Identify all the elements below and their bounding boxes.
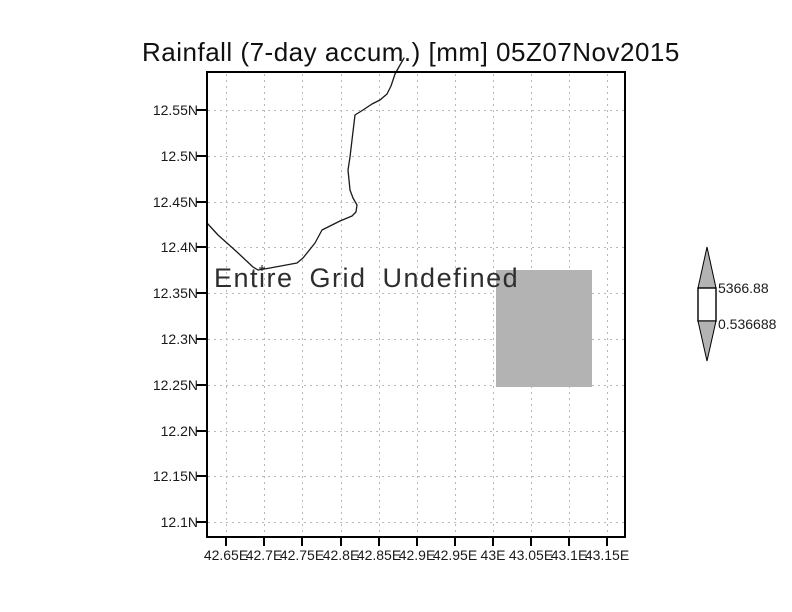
lat-tick-label: 12.2N — [160, 423, 198, 439]
lon-tick-label: 42.9E — [398, 547, 436, 563]
lon-tick-label: 43.05E — [508, 547, 554, 563]
shaded-grid-cell — [496, 270, 592, 387]
gridline-h — [208, 247, 624, 248]
lon-tick — [416, 538, 418, 546]
lat-tick — [196, 430, 207, 432]
lat-tick — [196, 109, 207, 111]
gridline-v — [417, 74, 418, 536]
lat-tick — [196, 201, 207, 203]
gridline-v — [264, 74, 265, 536]
lon-tick-label: 43E — [480, 547, 506, 563]
lon-tick-label: 43.1E — [550, 547, 588, 563]
lon-tick-label: 43.15E — [584, 547, 630, 563]
lon-tick — [378, 538, 380, 546]
lon-tick — [301, 538, 303, 546]
lon-tick — [492, 538, 494, 546]
gridline-h — [208, 156, 624, 157]
lat-tick-label: 12.25N — [152, 377, 198, 393]
gridline-h — [208, 339, 624, 340]
colorbar-max-label: 5366.88 — [718, 280, 769, 296]
coastline-marker — [259, 265, 265, 271]
lon-tick-label: 42.75E — [279, 547, 325, 563]
colorbar-min-label: 0.536688 — [718, 316, 777, 332]
gridline-h — [208, 431, 624, 432]
gridline-h — [208, 476, 624, 477]
plot-title: Rainfall (7-day accum.) [mm] 05Z07Nov201… — [142, 37, 680, 67]
lat-tick-label: 12.45N — [152, 194, 198, 210]
lat-tick-label: 12.4N — [160, 239, 198, 255]
gridline-v — [226, 74, 227, 536]
lon-tick — [568, 538, 570, 546]
lat-tick — [196, 246, 207, 248]
lon-tick — [530, 538, 532, 546]
lat-tick-label: 12.5N — [160, 148, 198, 164]
gridline-v — [455, 74, 456, 536]
lon-tick-label: 42.8E — [322, 547, 360, 563]
lon-tick-label: 42.85E — [356, 547, 402, 563]
gridline-h — [208, 293, 624, 294]
lon-tick — [606, 538, 608, 546]
lat-tick-label: 12.35N — [152, 285, 198, 301]
gridline-h — [208, 522, 624, 523]
gridline-v — [341, 74, 342, 536]
colorbar-upper-arrow — [697, 246, 717, 289]
lat-tick — [196, 338, 207, 340]
lon-tick-label: 42.7E — [245, 547, 283, 563]
lat-tick — [196, 384, 207, 386]
lat-tick-label: 12.55N — [152, 102, 198, 118]
colorbar-mid-segment — [697, 287, 717, 322]
gridline-v — [607, 74, 608, 536]
gridline-v — [379, 74, 380, 536]
lon-tick — [454, 538, 456, 546]
coastline — [207, 57, 405, 271]
lat-tick — [196, 521, 207, 523]
undefined-grid-message: Entire Grid Undefined — [214, 263, 520, 293]
lon-tick-label: 42.95E — [432, 547, 478, 563]
lon-tick — [263, 538, 265, 546]
lon-tick — [340, 538, 342, 546]
gridline-h — [208, 202, 624, 203]
colorbar-lower-arrow — [697, 320, 717, 362]
gridline-h — [208, 110, 624, 111]
lon-tick — [225, 538, 227, 546]
lon-tick-label: 42.65E — [203, 547, 249, 563]
plot-frame — [206, 71, 626, 538]
lat-tick — [196, 475, 207, 477]
lat-tick-label: 12.3N — [160, 331, 198, 347]
gridline-v — [302, 74, 303, 536]
gridline-v — [493, 74, 494, 536]
gridline-h — [208, 385, 624, 386]
colorbar — [697, 246, 717, 362]
lat-tick-label: 12.1N — [160, 514, 198, 530]
lat-tick-label: 12.15N — [152, 468, 198, 484]
lat-tick — [196, 292, 207, 294]
lat-tick — [196, 155, 207, 157]
